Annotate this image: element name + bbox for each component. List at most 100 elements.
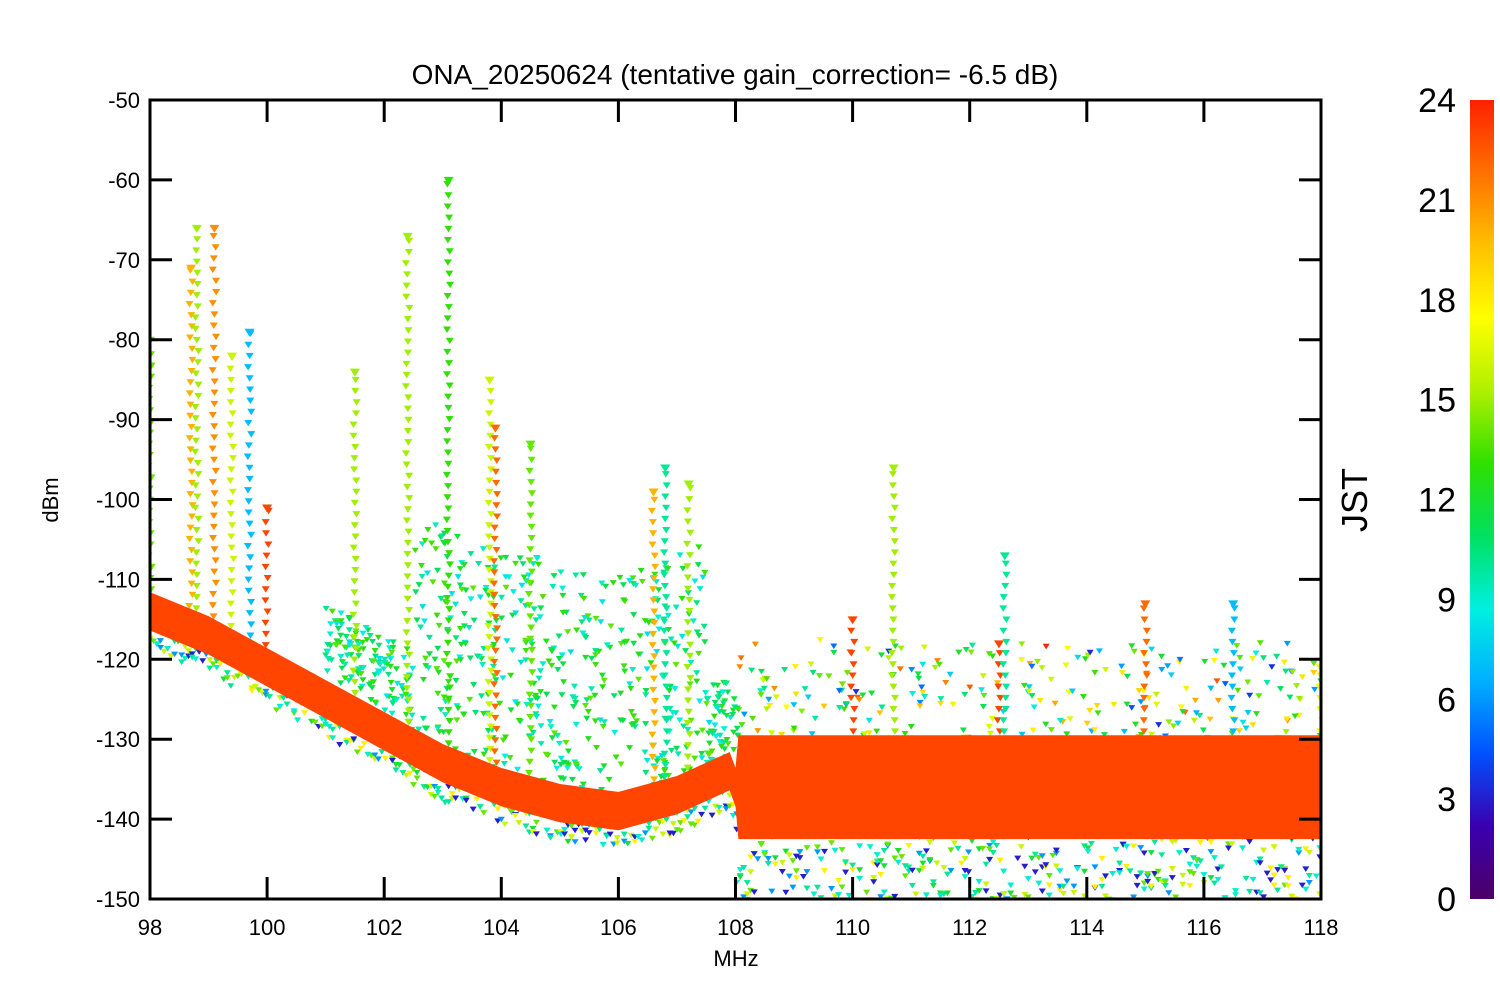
data-point bbox=[1210, 880, 1218, 887]
data-point bbox=[210, 456, 219, 464]
data-point bbox=[847, 683, 856, 691]
data-point bbox=[942, 680, 950, 686]
data-point bbox=[247, 598, 256, 606]
data-point bbox=[856, 843, 864, 849]
noise-floor-band bbox=[150, 592, 1321, 840]
data-point bbox=[655, 587, 663, 593]
data-point bbox=[1224, 845, 1232, 852]
data-point bbox=[1168, 875, 1176, 881]
data-point bbox=[652, 579, 660, 585]
data-point bbox=[1102, 666, 1110, 673]
data-point bbox=[919, 865, 927, 872]
data-point bbox=[433, 666, 441, 672]
data-point bbox=[383, 693, 391, 699]
data-point bbox=[849, 867, 857, 873]
data-point bbox=[1207, 875, 1215, 881]
emission-peak bbox=[185, 264, 196, 273]
data-point bbox=[187, 513, 196, 520]
data-point bbox=[584, 613, 592, 619]
data-point bbox=[445, 799, 453, 805]
data-point bbox=[1079, 694, 1087, 700]
data-point bbox=[661, 661, 670, 668]
data-point bbox=[456, 625, 464, 632]
data-point bbox=[492, 502, 501, 509]
data-point bbox=[1151, 870, 1159, 877]
data-point bbox=[467, 596, 475, 602]
data-point bbox=[444, 360, 453, 367]
data-point bbox=[585, 617, 593, 624]
data-point bbox=[877, 858, 885, 864]
data-point bbox=[322, 721, 330, 728]
data-point bbox=[661, 493, 670, 500]
data-point bbox=[191, 415, 200, 422]
data-point bbox=[1196, 839, 1204, 846]
data-point bbox=[359, 639, 367, 646]
data-point bbox=[659, 818, 667, 825]
data-point bbox=[341, 675, 349, 681]
data-point bbox=[403, 562, 412, 569]
data-point bbox=[1049, 852, 1057, 859]
data-point bbox=[490, 558, 499, 565]
data-point bbox=[999, 627, 1008, 635]
data-point bbox=[247, 408, 256, 416]
data-point bbox=[1002, 683, 1011, 691]
y-tick-label: -110 bbox=[98, 567, 140, 592]
data-point bbox=[460, 623, 468, 629]
data-point bbox=[498, 594, 506, 601]
data-point bbox=[686, 641, 695, 648]
data-point bbox=[480, 810, 488, 816]
data-point bbox=[444, 449, 453, 456]
data-point bbox=[567, 649, 575, 655]
data-point bbox=[247, 621, 256, 628]
data-point bbox=[243, 543, 252, 550]
data-point bbox=[445, 382, 454, 389]
data-point bbox=[701, 639, 709, 645]
data-point bbox=[683, 518, 692, 525]
data-point bbox=[1206, 716, 1214, 723]
data-point bbox=[389, 644, 397, 651]
data-point bbox=[365, 682, 373, 688]
data-point bbox=[210, 378, 219, 385]
data-point bbox=[210, 423, 219, 430]
data-point bbox=[261, 619, 270, 627]
data-point bbox=[691, 822, 699, 829]
data-point bbox=[683, 563, 692, 570]
data-point bbox=[350, 678, 359, 686]
data-point bbox=[487, 511, 496, 518]
data-point bbox=[683, 663, 692, 671]
data-point bbox=[705, 719, 713, 726]
data-point bbox=[979, 845, 987, 852]
data-point bbox=[194, 348, 203, 355]
data-point bbox=[935, 661, 943, 668]
data-point bbox=[730, 746, 738, 753]
data-point bbox=[1228, 706, 1237, 713]
data-point bbox=[1164, 663, 1172, 669]
x-tick-label: 104 bbox=[483, 915, 520, 940]
data-point bbox=[188, 278, 197, 285]
data-point bbox=[734, 732, 742, 739]
data-point bbox=[1267, 865, 1275, 872]
data-point bbox=[796, 849, 804, 855]
data-point bbox=[333, 638, 341, 645]
data-point bbox=[445, 606, 454, 613]
data-point bbox=[1158, 667, 1166, 673]
data-point bbox=[350, 656, 359, 663]
data-point bbox=[245, 375, 254, 382]
data-point bbox=[1059, 883, 1067, 890]
data-point bbox=[683, 719, 692, 727]
data-point bbox=[810, 891, 818, 898]
data-point bbox=[484, 728, 492, 734]
data-point bbox=[809, 669, 817, 676]
data-point bbox=[533, 555, 541, 562]
x-tick-label: 98 bbox=[138, 915, 162, 940]
y-tick-label: -130 bbox=[96, 727, 140, 752]
data-point bbox=[403, 427, 412, 435]
y-tick-label: -60 bbox=[108, 168, 140, 193]
data-point bbox=[187, 423, 196, 431]
data-point bbox=[1140, 850, 1148, 857]
data-point bbox=[662, 717, 671, 724]
data-point bbox=[402, 517, 411, 524]
data-point bbox=[684, 726, 692, 733]
data-point bbox=[884, 841, 892, 848]
data-point bbox=[1135, 688, 1143, 694]
